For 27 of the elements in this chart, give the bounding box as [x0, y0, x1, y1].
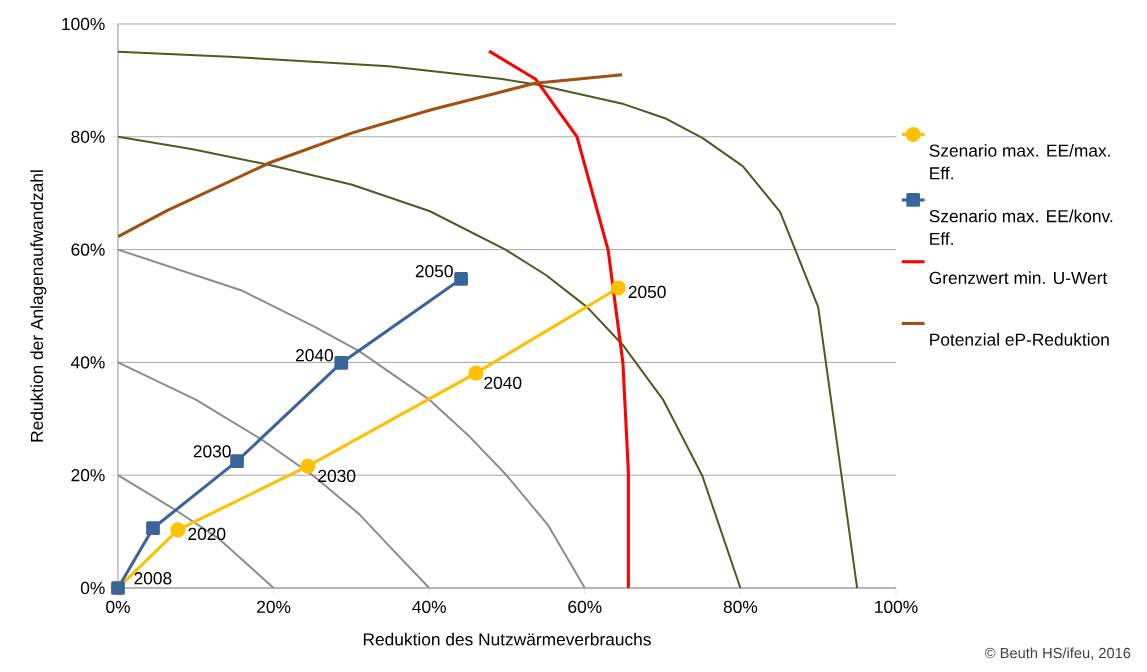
legend-label: Szenario max. EE/konv. Eff. — [929, 209, 1113, 245]
y-tick-label: 100% — [62, 17, 105, 31]
y-tick-label: 20% — [71, 469, 105, 482]
x-tick-label: 20% — [257, 600, 291, 613]
y-axis-title: Reduktion der Anlagenaufwandzahl — [30, 170, 47, 442]
annotation: 2040 — [296, 349, 334, 362]
annotation: 2030 — [318, 469, 356, 483]
y-tick-label: 0% — [80, 581, 105, 595]
annotation: 2008 — [134, 572, 172, 585]
legend-label: Szenario max. EE/max. Eff. — [929, 144, 1110, 180]
legend-label: Potenzial eP-Reduktion — [930, 333, 1109, 346]
annotation: 2020 — [188, 527, 226, 541]
annotation: 2050 — [415, 265, 453, 278]
x-axis-title: Reduktion des Nutzwärmeverbrauchs — [363, 632, 651, 646]
x-tick-label: 40% — [412, 600, 446, 613]
x-tick-label: 60% — [568, 600, 602, 613]
x-tick-label: 0% — [106, 600, 130, 613]
text: © Beuth HS/ifeu, 2016 — [985, 647, 1131, 660]
y-tick-label: 80% — [71, 130, 105, 143]
annotation: 2030 — [193, 445, 231, 458]
x-tick-label: 80% — [723, 600, 758, 613]
legend-label: Grenzwert min. U-Wert — [929, 271, 1108, 285]
annotation: 2040 — [484, 376, 522, 389]
annotation: 2050 — [628, 285, 666, 299]
y-tick-label: 40% — [71, 356, 105, 369]
y-tick-label: 60% — [71, 243, 105, 256]
x-tick-label: 100% — [875, 600, 918, 613]
